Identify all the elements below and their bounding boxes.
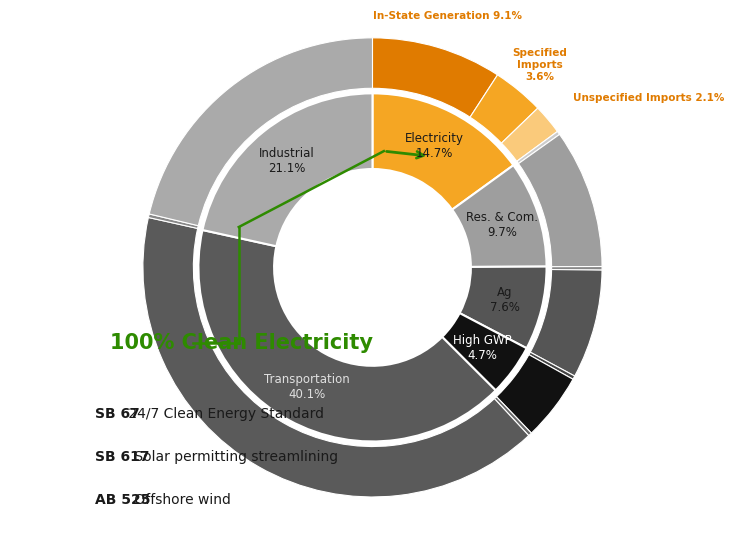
Text: Solar permitting streamlining: Solar permitting streamlining <box>130 450 338 463</box>
Wedge shape <box>373 38 497 117</box>
Text: High GWP
4.7%: High GWP 4.7% <box>453 334 512 362</box>
Text: Ag
7.6%: Ag 7.6% <box>490 286 520 314</box>
Wedge shape <box>202 93 373 246</box>
Text: Transportation
40.1%: Transportation 40.1% <box>264 373 350 401</box>
Text: SB 617: SB 617 <box>95 450 149 463</box>
Wedge shape <box>529 352 574 379</box>
Text: Offshore wind: Offshore wind <box>130 492 231 507</box>
Text: AB 525: AB 525 <box>95 492 151 507</box>
Text: Unspecified Imports 2.1%: Unspecified Imports 2.1% <box>573 93 724 103</box>
Wedge shape <box>452 165 547 267</box>
Wedge shape <box>143 218 529 497</box>
Text: Electricity
14.7%: Electricity 14.7% <box>405 132 464 160</box>
Wedge shape <box>517 132 560 164</box>
Wedge shape <box>148 214 198 229</box>
Wedge shape <box>373 93 514 210</box>
Wedge shape <box>530 270 602 376</box>
Wedge shape <box>502 108 557 162</box>
Wedge shape <box>518 134 602 267</box>
Wedge shape <box>149 38 373 226</box>
Text: In-State Generation 9.1%: In-State Generation 9.1% <box>373 11 521 21</box>
Wedge shape <box>460 266 547 348</box>
Text: 24/7 Clean Energy Standard: 24/7 Clean Energy Standard <box>124 407 324 421</box>
Wedge shape <box>442 313 526 390</box>
Text: Res. & Com.
9.7%: Res. & Com. 9.7% <box>466 211 538 239</box>
Text: 100% Clean Electricity: 100% Clean Electricity <box>110 333 373 353</box>
Text: SB 67: SB 67 <box>95 407 140 421</box>
Wedge shape <box>199 230 496 441</box>
Wedge shape <box>496 355 573 433</box>
Text: Industrial
21.1%: Industrial 21.1% <box>260 147 315 175</box>
Wedge shape <box>494 397 531 436</box>
Wedge shape <box>470 75 538 143</box>
Text: Specified
Imports
3.6%: Specified Imports 3.6% <box>512 48 567 82</box>
Wedge shape <box>551 266 602 270</box>
